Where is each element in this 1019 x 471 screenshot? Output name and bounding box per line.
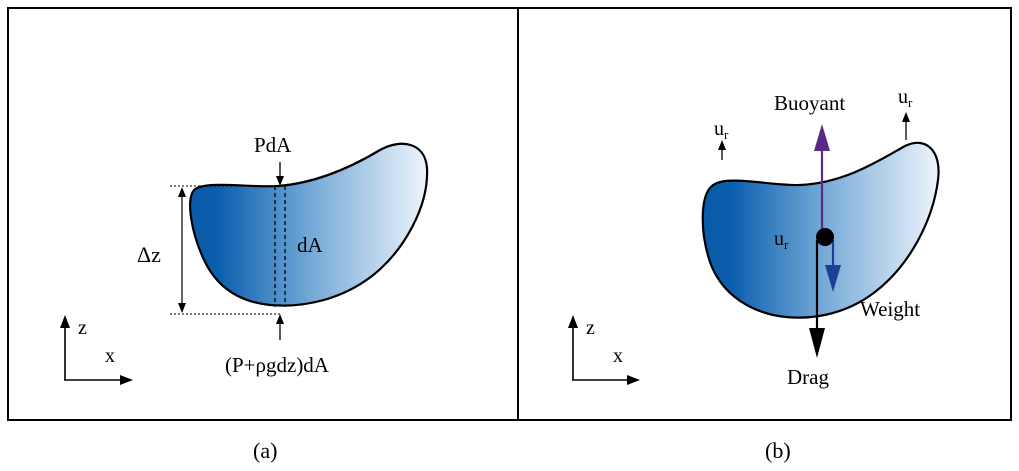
ur-label-right: ur — [898, 86, 913, 110]
x-axis-label-b: x — [613, 345, 623, 367]
panel-b-frame — [517, 7, 1012, 421]
weight-label: Weight — [860, 297, 920, 321]
z-axis-label-a: z — [78, 317, 87, 339]
pda-label: PdA — [254, 133, 292, 157]
axes-a: z x — [60, 315, 133, 385]
panel-a: PdA Δz dA (P+ρgdz)dA z x — [60, 133, 429, 385]
delta-z-arrowhead-top — [178, 187, 186, 197]
surface-velocity-arrowhead-left — [718, 140, 726, 150]
drag-arrowhead — [809, 328, 825, 358]
fluid-particle-a — [189, 142, 429, 307]
bottom-force-label: (P+ρgdz)dA — [225, 353, 330, 377]
pda-arrowhead — [276, 176, 284, 186]
buoyant-arrowhead — [814, 124, 830, 151]
delta-z-label: Δz — [137, 242, 161, 267]
axes-b: z x — [568, 315, 640, 385]
z-axis-label-b: z — [586, 317, 595, 339]
particle-center — [816, 228, 834, 246]
delta-z-arrowhead-bottom — [178, 303, 186, 313]
ur-label-center: ur — [774, 228, 789, 252]
bottom-force-arrowhead — [276, 314, 284, 324]
z-axis-arrowhead-b — [568, 315, 578, 328]
z-axis-arrowhead-a — [60, 315, 70, 328]
x-axis-arrowhead-a — [120, 375, 133, 385]
caption-a: (a) — [253, 438, 278, 463]
x-axis-arrowhead-b — [627, 375, 640, 385]
surface-velocity-arrowhead-right — [902, 112, 910, 122]
ur-label-left: ur — [714, 118, 729, 142]
drag-label: Drag — [787, 365, 829, 389]
x-axis-label-a: x — [105, 345, 115, 367]
panel-b: Buoyant ur ur ur Weight Drag z x — [568, 86, 940, 389]
weight-arrowhead — [825, 265, 841, 292]
caption-b: (b) — [765, 438, 791, 463]
da-label: dA — [297, 233, 324, 257]
buoyant-label: Buoyant — [774, 91, 845, 115]
